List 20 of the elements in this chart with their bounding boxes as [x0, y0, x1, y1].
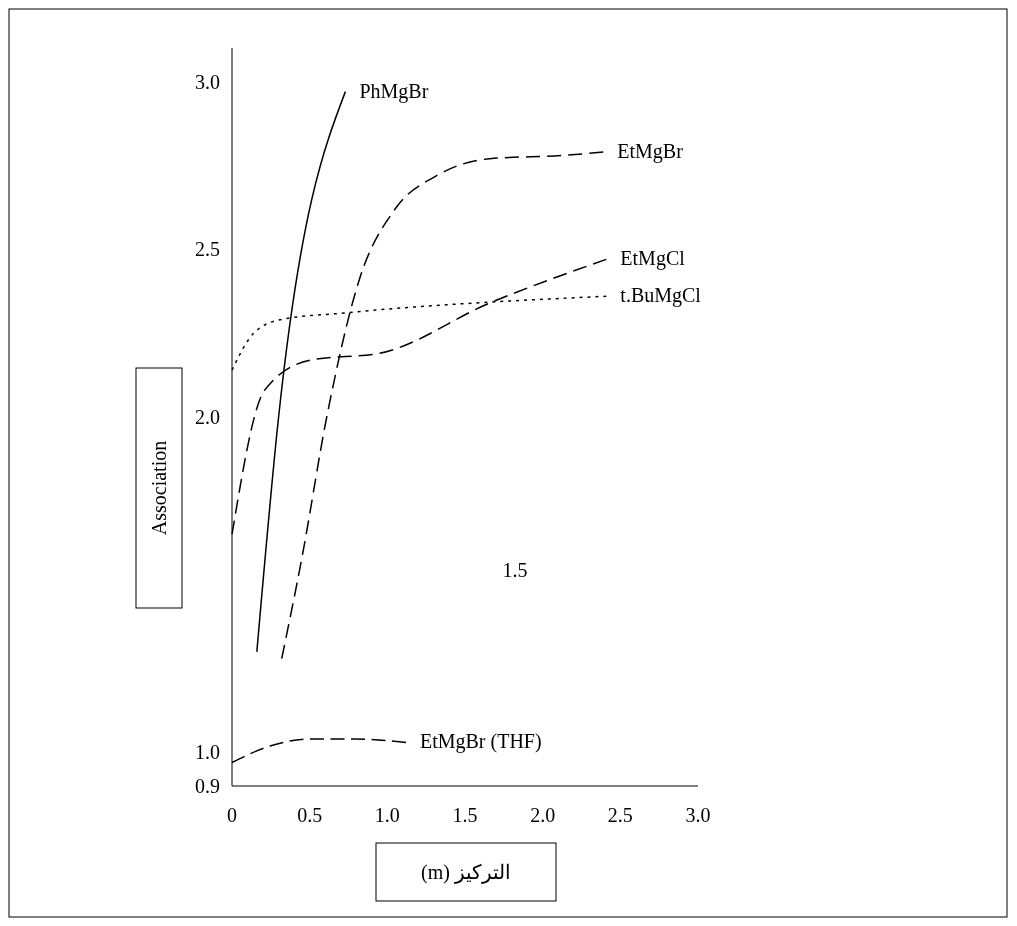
x-tick-label: 1.0: [374, 804, 400, 826]
series-label: EtMgCl: [620, 247, 686, 271]
y-tick-label: 2.5: [195, 238, 220, 261]
x-axis-title: التركيز (m): [421, 861, 511, 884]
y-axis-title: Association: [148, 440, 170, 536]
series-label: EtMgBr: [617, 139, 684, 163]
y-tick-label: 1.0: [195, 741, 220, 764]
y-tick-label: 2.0: [195, 406, 220, 428]
y-tick-label: 0.9: [195, 775, 220, 797]
x-tick-label: 2.5: [607, 804, 633, 826]
x-tick-label: 0.5: [297, 804, 323, 826]
x-tick-label: 1.5: [452, 804, 478, 826]
x-tick-label: 0: [227, 804, 237, 826]
x-tick-label: 2.0: [530, 804, 556, 826]
annotation: 1.5: [502, 559, 528, 581]
series-label: PhMgBr: [359, 79, 429, 103]
x-tick-label: 3.0: [685, 804, 711, 826]
series-label: t.BuMgCl: [620, 284, 702, 308]
y-tick-label: 3.0: [195, 70, 220, 93]
series-label: EtMgBr (THF): [419, 730, 542, 754]
